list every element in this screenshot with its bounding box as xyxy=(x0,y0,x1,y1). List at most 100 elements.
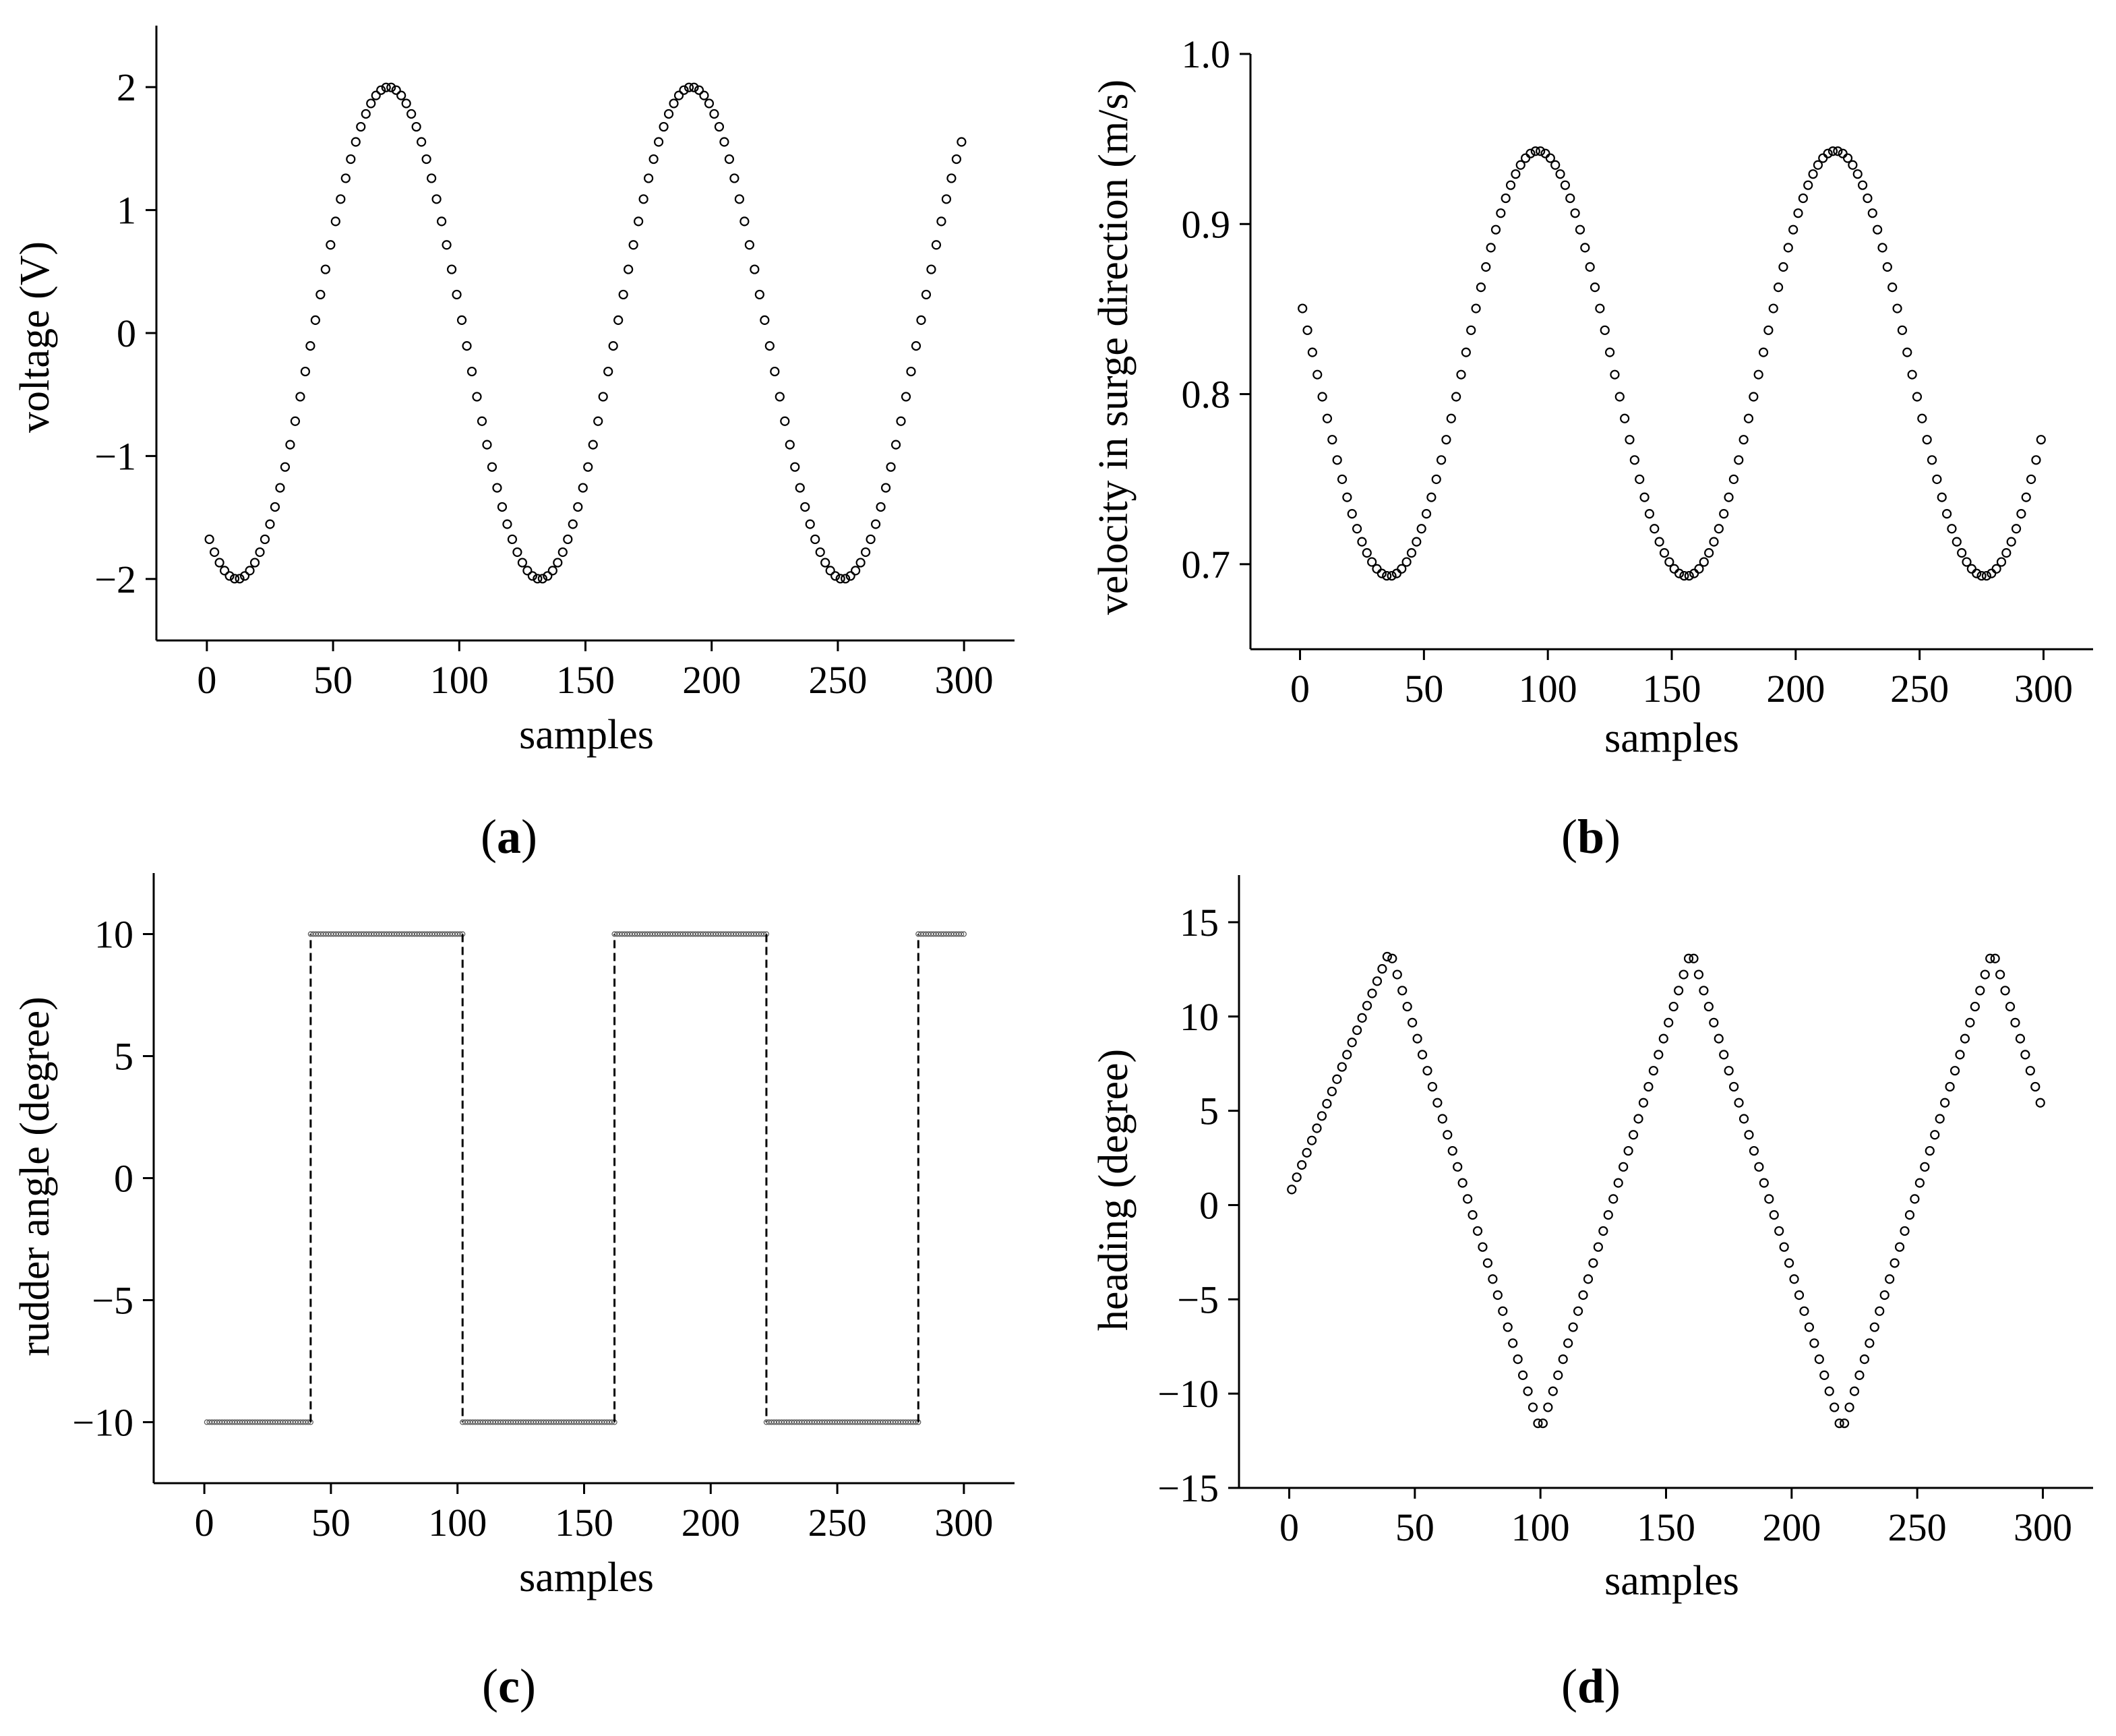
data-point xyxy=(270,502,280,512)
data-point xyxy=(1852,169,1863,179)
xlabel-d: samples xyxy=(1604,1558,1739,1604)
data-point xyxy=(1417,1050,1428,1060)
data-point xyxy=(1887,282,1898,293)
data-point xyxy=(1536,146,1546,156)
data-point xyxy=(1668,1001,1679,1012)
data-point xyxy=(699,90,709,100)
data-point xyxy=(1538,1418,1548,1429)
data-point xyxy=(1508,1338,1518,1348)
data-point xyxy=(1468,1210,1478,1220)
data-point xyxy=(573,502,583,512)
data-point xyxy=(855,558,866,568)
data-point xyxy=(1362,548,1372,558)
data-point xyxy=(1457,1178,1468,1188)
data-point xyxy=(1704,548,1714,558)
y-tick-label: −2 xyxy=(94,558,136,601)
data-point xyxy=(744,240,754,250)
data-point xyxy=(911,340,921,351)
data-point xyxy=(235,574,245,584)
data-point xyxy=(1694,564,1704,574)
data-point xyxy=(315,289,326,300)
data-point xyxy=(1436,455,1447,465)
x-tick-label: 250 xyxy=(1888,1505,1947,1549)
data-point xyxy=(669,98,679,109)
data-point xyxy=(835,574,845,584)
data-point xyxy=(936,216,946,227)
data-point xyxy=(1511,169,1521,179)
data-point xyxy=(1422,1066,1432,1076)
data-point xyxy=(1367,557,1377,567)
data-point xyxy=(446,264,457,274)
data-point xyxy=(295,392,305,402)
data-point xyxy=(638,194,648,204)
data-point xyxy=(1849,1386,1860,1396)
data-point xyxy=(1794,1290,1805,1300)
panel-label-a: (a) xyxy=(481,810,537,864)
data-point xyxy=(1949,1066,1960,1076)
x-tick-label: 150 xyxy=(555,1501,613,1545)
data-point xyxy=(421,154,431,164)
data-point xyxy=(1659,548,1670,558)
data-point xyxy=(1882,262,1892,272)
data-point xyxy=(1543,1402,1553,1412)
data-point xyxy=(466,366,477,377)
x-tick-label: 300 xyxy=(934,1501,993,1545)
data-point xyxy=(1437,1114,1447,1124)
data-point xyxy=(624,264,634,274)
data-point xyxy=(1703,1001,1714,1012)
x-tick-label: 250 xyxy=(808,1501,867,1545)
data-point xyxy=(406,109,417,119)
data-point xyxy=(941,194,952,204)
data-point xyxy=(1357,537,1367,547)
data-point xyxy=(1981,570,1992,581)
data-point xyxy=(391,85,401,95)
data-point xyxy=(1382,570,1392,581)
data-point xyxy=(1937,492,1947,502)
data-point xyxy=(1839,1418,1850,1429)
data-point xyxy=(896,416,906,426)
data-point xyxy=(330,216,340,227)
data-point xyxy=(557,547,568,558)
data-point xyxy=(1679,570,1689,581)
data-point xyxy=(1693,969,1704,980)
data-point xyxy=(512,547,522,558)
data-point xyxy=(1990,953,2000,963)
data-point xyxy=(1985,953,1995,963)
data-point xyxy=(1619,1162,1629,1172)
data-point xyxy=(1471,303,1481,313)
data-point xyxy=(1699,986,1709,996)
data-point xyxy=(1769,1210,1779,1220)
data-point xyxy=(1503,1322,1513,1332)
data-point xyxy=(653,137,664,147)
data-point xyxy=(2026,474,2036,485)
data-point xyxy=(1823,148,1833,158)
data-point xyxy=(1833,146,1843,156)
data-point xyxy=(2001,548,2012,558)
axes-a: 0 50 100 150 200 250 300 −2 −1 0 1 2 xyxy=(94,26,1015,702)
data-point xyxy=(1342,1050,1352,1060)
data-point xyxy=(890,440,901,450)
data-point xyxy=(1451,392,1461,402)
ylabel-b: velocity in surge direction (m/s) xyxy=(1091,80,1137,615)
data-point xyxy=(1610,369,1620,380)
data-point xyxy=(1972,568,1982,578)
data-point xyxy=(1337,1062,1347,1072)
data-point xyxy=(1603,1210,1613,1220)
x-tick-label: 200 xyxy=(1766,667,1825,711)
data-point xyxy=(876,502,886,512)
data-point xyxy=(694,85,704,95)
data-point xyxy=(2006,537,2016,547)
data-point xyxy=(754,289,764,300)
data-point xyxy=(1525,148,1536,158)
panel-d: 0 50 100 150 200 250 300 −15 −10 −5 0 5 10 15 samples… xyxy=(1091,875,2093,1713)
data-point xyxy=(1920,1162,1930,1172)
data-point xyxy=(764,340,775,351)
x-tick-label: 200 xyxy=(682,658,741,702)
data-point xyxy=(1932,474,1942,485)
data-point xyxy=(1623,1145,1633,1156)
data-point xyxy=(598,392,608,402)
data-point xyxy=(860,547,871,558)
data-point xyxy=(1377,964,1387,974)
data-point xyxy=(1327,435,1337,445)
points-b xyxy=(1298,146,2046,581)
